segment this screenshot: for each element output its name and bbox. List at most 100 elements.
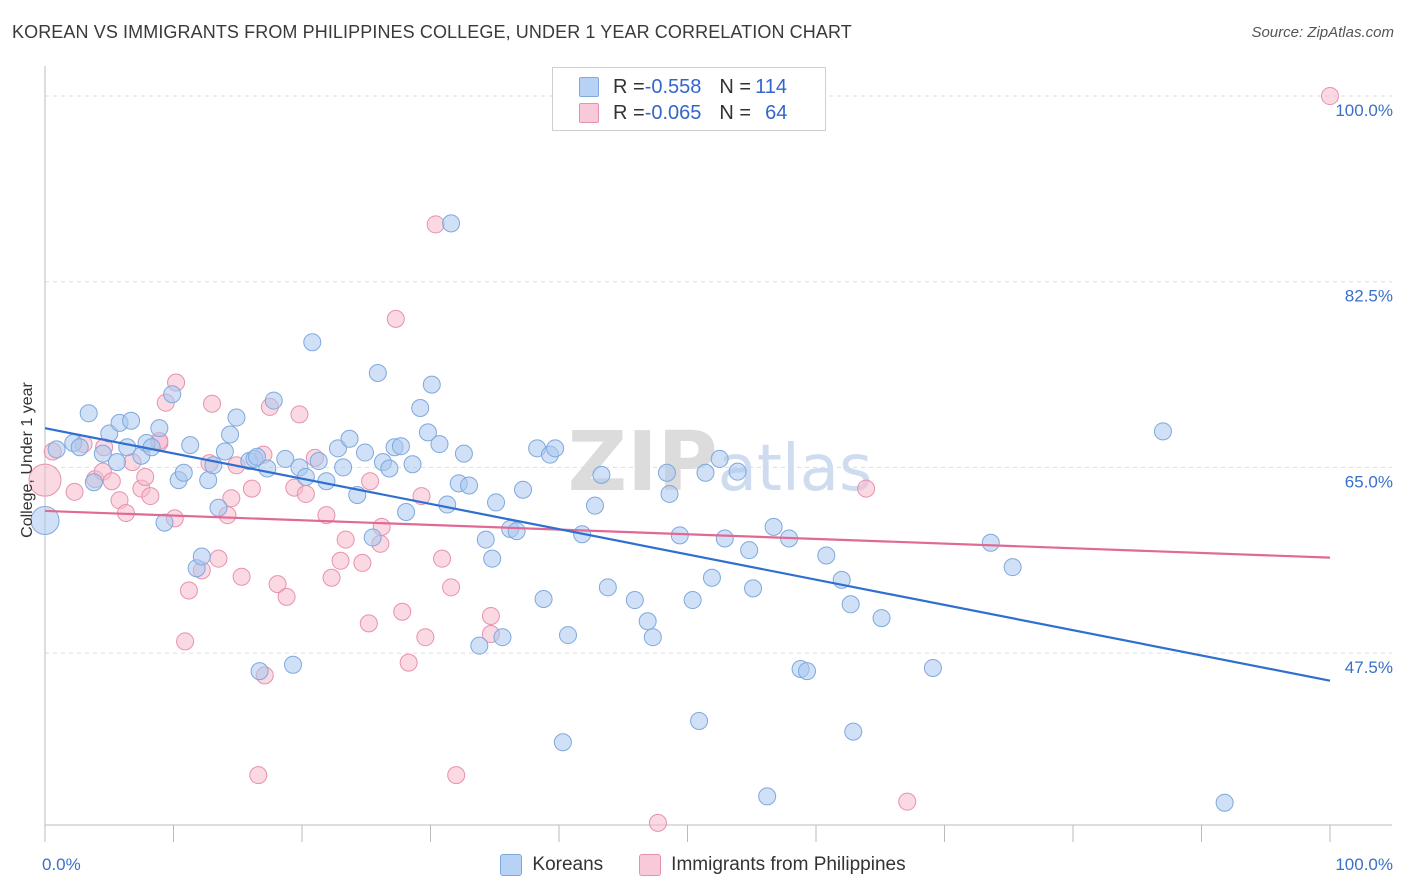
- legend-item-koreans[interactable]: Koreans: [500, 854, 603, 876]
- data-point: [683, 591, 702, 610]
- data-point: [249, 766, 268, 785]
- data-point: [430, 435, 449, 454]
- y-tick-label: 82.5%: [1345, 287, 1393, 306]
- x-tick-label-min: 0.0%: [42, 855, 81, 874]
- data-point: [460, 476, 479, 495]
- legend-n-label: N =: [719, 75, 752, 98]
- data-point: [923, 658, 942, 677]
- data-point: [481, 606, 500, 625]
- legend-r-label: R =: [613, 101, 645, 124]
- data-point: [393, 602, 412, 621]
- data-point: [416, 628, 435, 647]
- data-point: [898, 792, 917, 811]
- legend-label-koreans: Koreans: [532, 854, 604, 875]
- data-point: [438, 495, 457, 514]
- legend-r-value: -0.558: [644, 75, 702, 98]
- data-point: [758, 787, 777, 806]
- data-point: [181, 436, 200, 455]
- data-point: [122, 411, 141, 430]
- data-point: [857, 479, 876, 498]
- data-point: [493, 628, 512, 647]
- data-point: [309, 452, 328, 471]
- data-point: [328, 439, 347, 458]
- data-point: [47, 440, 66, 459]
- data-point: [141, 487, 160, 506]
- x-tick-label-max: 100.0%: [1335, 855, 1393, 874]
- data-point: [386, 309, 405, 328]
- data-point: [336, 530, 355, 549]
- data-point: [340, 429, 359, 448]
- data-point: [1153, 422, 1172, 441]
- data-point: [454, 444, 473, 463]
- data-point: [442, 214, 461, 233]
- data-point: [150, 419, 169, 438]
- data-point: [872, 609, 891, 628]
- legend-n-value: 64: [765, 101, 788, 124]
- data-point: [702, 568, 721, 587]
- data-point: [841, 595, 860, 614]
- data-point: [514, 480, 533, 499]
- legend-swatch-koreans: [579, 77, 599, 97]
- data-point: [648, 813, 667, 832]
- y-axis-label: College, Under 1 year: [19, 382, 36, 538]
- data-point: [433, 549, 452, 568]
- data-point: [192, 547, 211, 566]
- data-point: [844, 722, 863, 741]
- data-point: [657, 463, 676, 482]
- data-point: [1003, 558, 1022, 577]
- data-point: [276, 449, 295, 468]
- data-point: [418, 423, 437, 442]
- series-koreans-points: [30, 214, 1234, 812]
- data-point: [30, 505, 60, 535]
- data-point: [1215, 793, 1234, 812]
- data-point: [397, 502, 416, 521]
- data-point: [84, 473, 103, 492]
- data-point: [585, 496, 604, 515]
- data-point: [359, 614, 378, 633]
- data-point: [322, 568, 341, 587]
- legend-row-koreans: R = -0.558 N = 114: [579, 75, 787, 99]
- data-point: [79, 404, 98, 423]
- data-point: [28, 463, 62, 497]
- data-point: [65, 482, 84, 501]
- data-point: [399, 653, 418, 672]
- data-point: [102, 472, 121, 491]
- data-point: [368, 363, 387, 382]
- data-point: [534, 589, 553, 608]
- data-point: [764, 517, 783, 536]
- data-point: [487, 493, 506, 512]
- data-point: [155, 513, 174, 532]
- data-point: [715, 529, 734, 548]
- data-point: [222, 489, 241, 508]
- data-point: [355, 443, 374, 462]
- trend-lines: [44, 427, 1331, 682]
- data-point: [483, 549, 502, 568]
- data-point: [403, 455, 422, 474]
- legend-r-label: R =: [613, 75, 645, 98]
- data-point: [728, 462, 747, 481]
- data-point: [391, 437, 410, 456]
- data-point: [353, 553, 372, 572]
- data-point: [798, 662, 817, 681]
- data-point: [1321, 87, 1339, 106]
- data-point: [442, 578, 461, 597]
- data-point: [331, 551, 350, 570]
- legend-item-philippines[interactable]: Immigrants from Philippines: [639, 854, 906, 876]
- data-point: [643, 628, 662, 647]
- data-point: [546, 439, 565, 458]
- data-point: [744, 579, 763, 598]
- data-point: [740, 541, 759, 560]
- data-point: [136, 467, 155, 486]
- series-legend: Koreans Immigrants from Philippines: [0, 852, 1406, 878]
- legend-row-philippines: R = -0.065 N = 64: [579, 101, 787, 125]
- data-point: [242, 479, 261, 498]
- legend-r-value: -0.065: [644, 101, 702, 124]
- legend-swatch-philippines: [639, 854, 662, 876]
- legend-label-philippines: Immigrants from Philippines: [671, 854, 906, 875]
- trend-line-koreans: [44, 427, 1331, 682]
- data-point: [447, 766, 466, 785]
- data-point: [203, 394, 222, 413]
- data-point: [380, 459, 399, 478]
- data-point: [107, 453, 126, 472]
